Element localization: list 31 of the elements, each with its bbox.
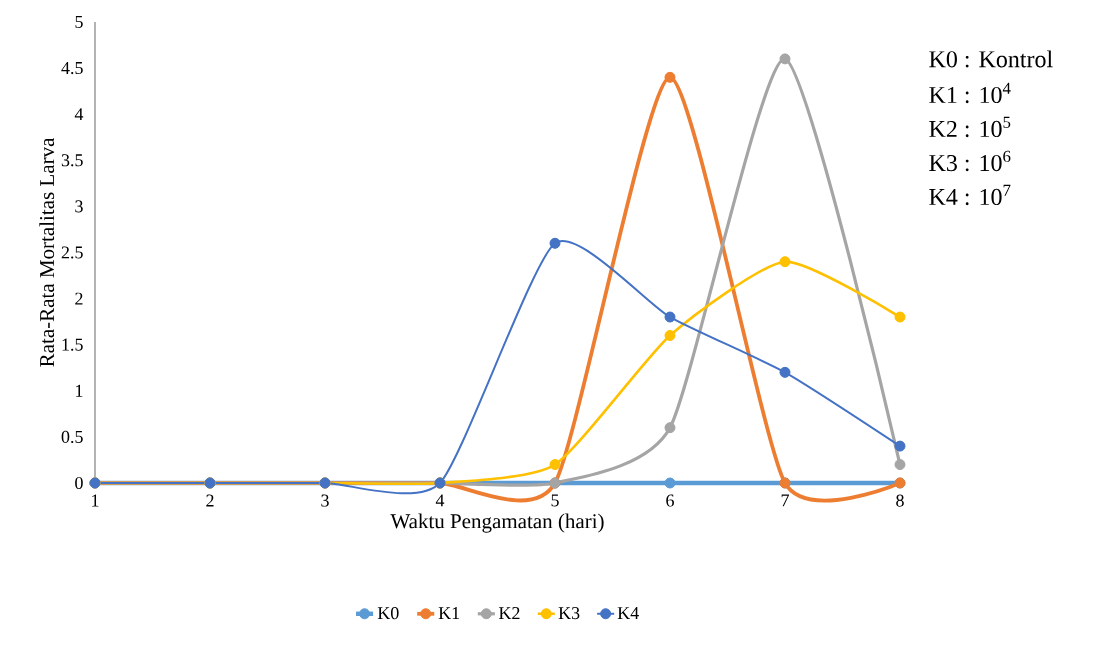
- y-tick-label: 3.5: [61, 154, 83, 167]
- x-tick-label: 2: [206, 494, 214, 507]
- x-tick-label: 3: [321, 494, 329, 507]
- y-axis-title: Rata-Rata Mortalitas Larva: [39, 137, 55, 367]
- y-tick-label: 4.5: [61, 62, 83, 75]
- x-tick-label: 6: [666, 494, 674, 507]
- y-tick-label: 1: [76, 384, 83, 397]
- annotation: K1 : 10$^{4}$: [929, 82, 1011, 104]
- y-tick-label: 4: [74, 108, 84, 121]
- legend-label: K1: [438, 607, 460, 619]
- legend-label: K4: [617, 607, 639, 619]
- annotation: K2 : 10$^{5}$: [929, 116, 1011, 138]
- legend-label: K0: [377, 607, 399, 620]
- y-tick-label: 0: [75, 476, 83, 490]
- y-tick-label: 2: [75, 292, 83, 305]
- legend-label: K2: [498, 607, 520, 619]
- x-tick-label: 4: [435, 494, 445, 507]
- y-tick-label: 2.5: [61, 246, 83, 259]
- annotation: K0 : Kontrol: [929, 50, 1053, 68]
- x-tick-label: 8: [896, 494, 904, 507]
- legend-label: K3: [558, 607, 580, 620]
- y-tick-label: 3: [75, 200, 83, 213]
- x-axis-title: Waktu Pengamatan (hari): [390, 513, 604, 533]
- y-tick-label: 0.5: [61, 430, 83, 443]
- y-tick-label: 5: [75, 16, 83, 28]
- x-tick-label: 5: [551, 494, 559, 507]
- annotation: K3 : 10$^{6}$: [929, 150, 1011, 172]
- y-tick-label: 1.5: [62, 338, 83, 351]
- x-tick-label: 7: [781, 494, 789, 507]
- annotation: K4 : 10$^{7}$: [929, 184, 1011, 206]
- x-tick-label: 1: [92, 494, 99, 507]
